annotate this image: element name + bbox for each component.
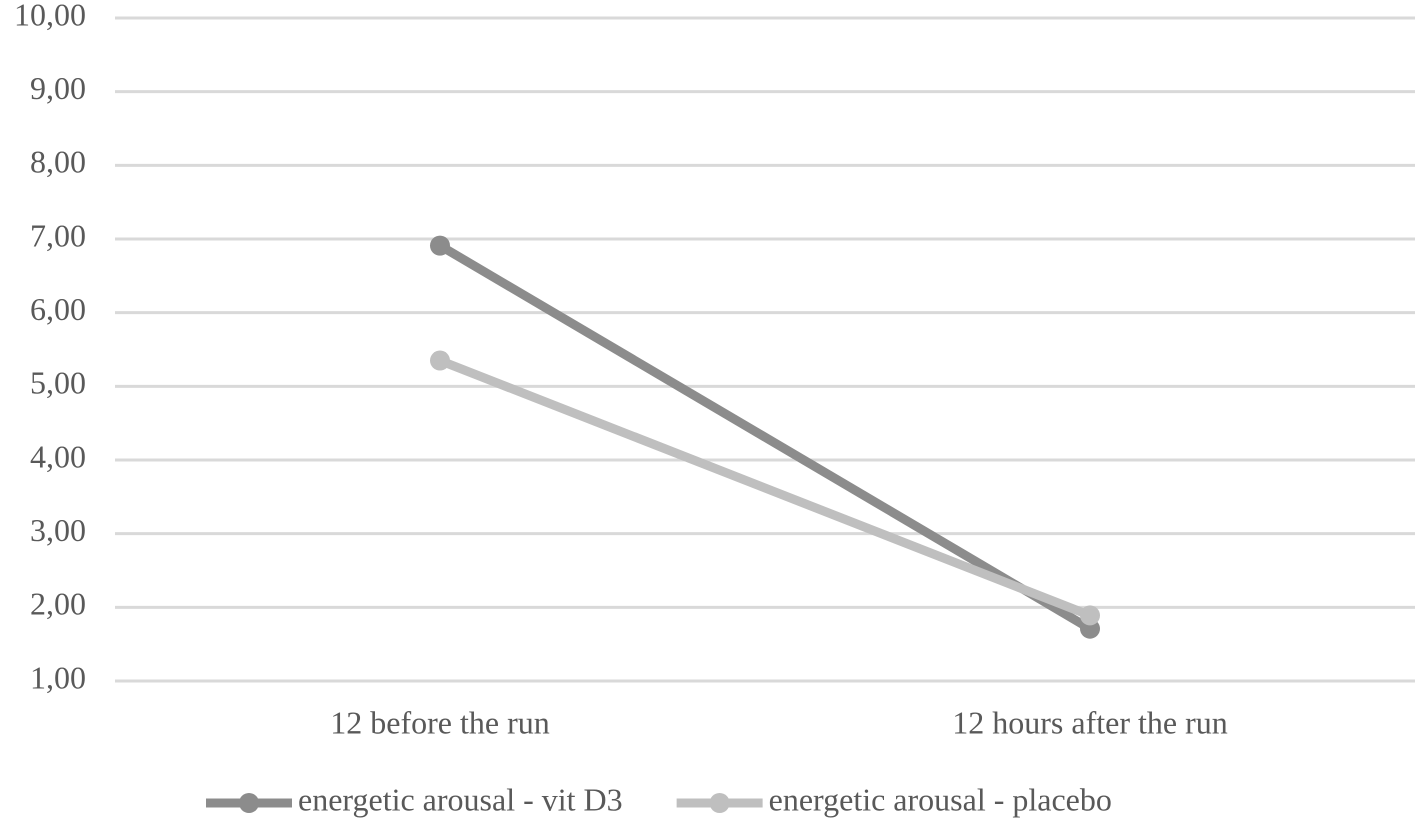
y-tick-label: 5,00: [30, 365, 86, 401]
series-line: [437, 241, 1093, 633]
series-marker: [430, 350, 450, 371]
x-tick-label: 12 before the run: [330, 704, 549, 740]
legend-label: energetic arousal - placebo: [769, 781, 1112, 817]
y-tick-label: 7,00: [30, 217, 86, 253]
series-line: [438, 356, 1092, 620]
y-tick-label: 10,00: [14, 0, 86, 32]
x-tick-label: 12 hours after the run: [952, 704, 1227, 740]
y-tick-label: 3,00: [30, 512, 86, 548]
series-marker: [430, 235, 450, 256]
y-tick-label: 2,00: [30, 586, 86, 622]
legend-marker: [239, 793, 259, 813]
y-tick-label: 9,00: [30, 70, 86, 106]
series-marker: [1080, 605, 1100, 626]
y-tick-label: 8,00: [30, 144, 86, 180]
legend-marker: [709, 793, 730, 813]
y-tick-label: 6,00: [30, 291, 86, 327]
legend-label: energetic arousal - vit D3: [298, 781, 623, 817]
y-tick-label: 1,00: [30, 659, 86, 695]
y-tick-label: 4,00: [30, 438, 86, 474]
